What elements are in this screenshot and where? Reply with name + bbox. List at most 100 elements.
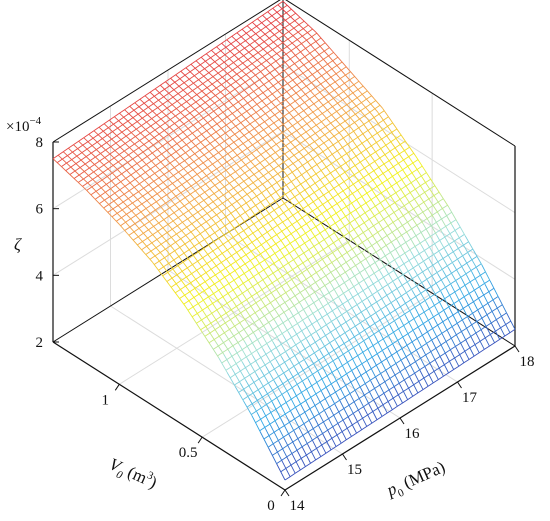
- mesh-segment: [322, 271, 332, 285]
- mesh-segment: [468, 253, 478, 269]
- mesh-segment: [224, 54, 234, 63]
- mesh-segment: [378, 396, 388, 414]
- mesh-segment: [361, 263, 371, 279]
- mesh-segment: [363, 341, 373, 359]
- mesh-segment: [342, 168, 352, 182]
- mesh-segment: [441, 231, 451, 247]
- mesh-segment: [211, 49, 221, 59]
- mesh-line-v: [196, 172, 427, 324]
- mesh-segment: [427, 280, 437, 296]
- mesh-segment: [371, 167, 381, 180]
- mesh-segment: [272, 341, 282, 357]
- mesh-segment: [315, 394, 326, 412]
- mesh-segment: [189, 221, 199, 232]
- mesh-segment: [261, 55, 271, 65]
- mesh-segment: [210, 207, 220, 218]
- mesh-segment: [298, 325, 308, 340]
- mesh-segment: [215, 341, 225, 355]
- mesh-segment: [211, 325, 222, 339]
- mesh-segment: [261, 408, 271, 426]
- mesh-segment: [103, 123, 113, 132]
- mesh-segment: [218, 98, 228, 109]
- mesh-segment: [319, 119, 329, 130]
- mesh-line-v: [170, 134, 402, 288]
- mesh-line-v: [162, 122, 393, 277]
- mesh-segment: [338, 205, 348, 220]
- mesh-segment: [180, 259, 190, 272]
- mesh-segment: [271, 304, 281, 318]
- mesh-segment: [151, 117, 160, 127]
- mesh-segment: [282, 242, 292, 256]
- mesh-segment: [473, 250, 483, 266]
- mesh-segment: [229, 164, 239, 176]
- mesh-segment: [341, 135, 351, 148]
- mesh-segment: [211, 238, 221, 251]
- mesh-segment: [408, 272, 418, 288]
- mesh-segment: [259, 275, 269, 289]
- mesh-segment: [348, 69, 358, 81]
- mesh-segment: [290, 49, 300, 60]
- mesh-segment: [267, 345, 277, 361]
- mesh-segment: [281, 159, 291, 170]
- mesh-segment: [116, 168, 126, 178]
- mesh-segment: [205, 211, 215, 222]
- mesh-segment: [373, 400, 383, 417]
- mesh-segment: [285, 53, 295, 64]
- mesh-segment: [204, 137, 214, 148]
- mesh-segment: [327, 54, 337, 65]
- mesh-segment: [265, 219, 275, 232]
- mesh-segment: [268, 234, 278, 247]
- mesh-segment: [243, 125, 253, 136]
- mesh-segment: [327, 179, 337, 192]
- mesh-segment: [233, 258, 243, 271]
- mesh-segment: [352, 413, 363, 430]
- mesh-segment: [236, 365, 246, 381]
- mesh-segment: [288, 65, 298, 76]
- mesh-segment: [167, 251, 177, 264]
- mesh-line-p: [206, 53, 439, 380]
- mesh-segment: [222, 264, 232, 277]
- mesh-segment: [482, 306, 492, 324]
- mesh-segment: [105, 149, 114, 158]
- mesh-segment: [431, 238, 441, 253]
- mesh-segment: [169, 235, 179, 246]
- mesh-line-v: [145, 100, 377, 255]
- mesh-segment: [284, 224, 294, 237]
- mesh-segment: [273, 34, 283, 43]
- mesh-segment: [231, 35, 241, 45]
- mesh-segment: [175, 186, 185, 197]
- mesh-segment: [399, 165, 409, 179]
- mesh-segment: [312, 375, 322, 392]
- mesh-segment: [416, 191, 426, 205]
- mesh-segment: [196, 128, 206, 139]
- mesh-segment: [377, 354, 387, 371]
- mesh-segment: [312, 222, 323, 236]
- mesh-segment: [303, 55, 313, 66]
- mesh-segment: [340, 277, 351, 293]
- mesh-segment: [275, 265, 285, 279]
- mesh-line-p: [185, 67, 419, 394]
- mesh-segment: [206, 121, 216, 132]
- mesh-line-p: [165, 81, 398, 407]
- mesh-segment: [376, 313, 386, 329]
- mesh-segment: [126, 161, 136, 171]
- mesh-segment: [275, 421, 285, 438]
- mesh-segment: [216, 46, 226, 55]
- mesh-segment: [395, 363, 405, 381]
- mesh-segment: [345, 102, 355, 113]
- mesh-segment: [388, 138, 398, 151]
- mesh-segment: [465, 339, 475, 357]
- mesh-segment: [398, 383, 409, 400]
- mesh-segment: [185, 255, 195, 268]
- mesh-segment: [390, 208, 400, 222]
- mesh-segment: [307, 24, 317, 33]
- mesh-segment: [364, 189, 374, 203]
- mesh-segment: [348, 351, 358, 369]
- mesh-segment: [462, 256, 473, 272]
- mesh-segment: [163, 165, 173, 175]
- mesh-segment: [118, 153, 128, 163]
- mesh-line-p: [211, 49, 444, 377]
- mesh-segment: [77, 181, 87, 191]
- mesh-segment: [339, 400, 349, 418]
- mesh-segment: [354, 143, 364, 156]
